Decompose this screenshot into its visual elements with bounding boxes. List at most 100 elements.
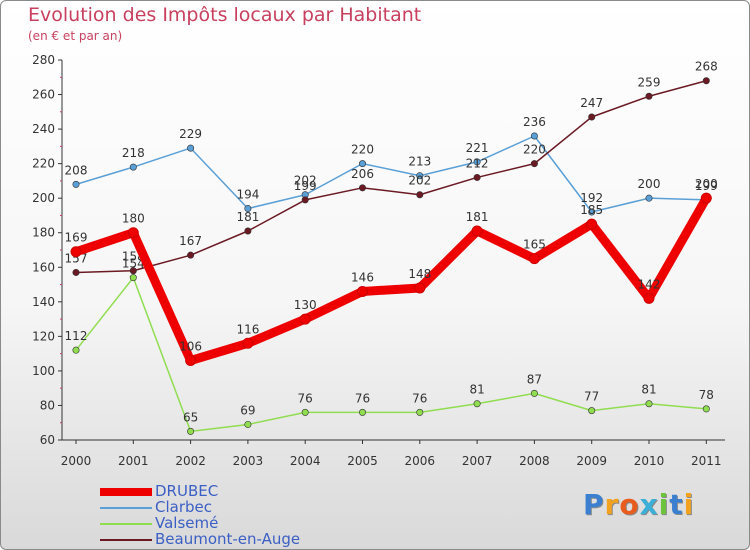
data-label-drubec: 142 (638, 277, 661, 291)
y-tick-label: 140 (32, 295, 55, 309)
data-label-clarbec: 213 (408, 155, 431, 169)
series-line-clarbec (75, 135, 708, 213)
legend-swatch-beaumont (100, 539, 152, 541)
data-label-drubec: 181 (466, 210, 489, 224)
y-tick-label: 220 (32, 157, 55, 171)
data-label-beaumont-en-auge: 206 (351, 167, 374, 181)
legend-label-drubec: DRUBEC (155, 482, 219, 500)
logo-letter: r (604, 488, 620, 521)
data-label-clarbec: 199 (695, 179, 718, 193)
data-label-beaumont-en-auge: 220 (523, 143, 546, 157)
chart-title: Evolution des Impôts locaux par Habitant (28, 4, 422, 26)
data-point-beaumont-en-auge (416, 191, 424, 199)
legend-label-beaumont: Beaumont-en-Auge (155, 530, 301, 548)
data-label-valsem-: 112 (65, 329, 88, 343)
data-point-valsem- (301, 408, 309, 416)
data-point-beaumont-en-auge (358, 184, 366, 192)
data-point-beaumont-en-auge (187, 251, 195, 259)
data-point-beaumont-en-auge (129, 267, 137, 275)
data-point-drubec (528, 253, 540, 265)
data-point-valsem- (645, 400, 653, 408)
series-line-valsem- (75, 276, 708, 433)
data-point-clarbec (588, 208, 596, 216)
data-point-valsem- (530, 389, 538, 397)
data-label-clarbec: 208 (65, 163, 88, 177)
series-line-drubec (71, 193, 711, 366)
data-label-beaumont-en-auge: 167 (179, 234, 202, 248)
data-point-beaumont-en-auge (588, 113, 596, 121)
data-label-drubec: 165 (523, 238, 546, 252)
data-label-valsem-: 154 (122, 257, 145, 271)
series-line-beaumont-en-auge (75, 79, 708, 274)
legend-swatch-valseme (100, 523, 152, 525)
data-label-clarbec: 221 (466, 141, 489, 155)
data-point-drubec (414, 282, 426, 294)
data-label-clarbec: 194 (236, 188, 259, 202)
legend-swatch-clarbec (100, 507, 152, 509)
data-label-beaumont-en-auge: 199 (294, 179, 317, 193)
data-point-beaumont-en-auge (301, 196, 309, 204)
data-point-drubec (242, 337, 254, 349)
x-tick-label: 2011 (691, 454, 722, 468)
data-label-beaumont-en-auge: 202 (408, 174, 431, 188)
x-tick-label: 2004 (290, 454, 321, 468)
y-tick-label: 240 (32, 122, 55, 136)
data-label-clarbec: 202 (294, 174, 317, 188)
logo-letter: i (683, 488, 695, 521)
data-point-beaumont-en-auge (530, 160, 538, 168)
data-point-beaumont-en-auge (645, 92, 653, 100)
data-label-drubec: 185 (580, 203, 603, 217)
data-label-clarbec: 200 (638, 177, 661, 191)
data-point-clarbec (473, 158, 481, 166)
y-tick-label: 80 (40, 398, 55, 412)
y-tick-label: 60 (40, 433, 55, 447)
data-point-clarbec (358, 160, 366, 168)
data-label-clarbec: 192 (580, 191, 603, 205)
data-label-valsem-: 77 (584, 390, 599, 404)
data-label-beaumont-en-auge: 157 (65, 251, 88, 265)
data-point-valsem- (416, 408, 424, 416)
data-label-valsem-: 69 (240, 403, 255, 417)
data-label-valsem-: 65 (183, 410, 198, 424)
data-point-valsem- (187, 427, 195, 435)
logo-letter: i (658, 488, 670, 521)
data-label-clarbec: 218 (122, 146, 145, 160)
x-tick-label: 2007 (462, 454, 493, 468)
data-point-drubec (471, 225, 483, 237)
y-tick-label: 180 (32, 226, 55, 240)
y-tick-label: 160 (32, 260, 55, 274)
data-point-valsem- (358, 408, 366, 416)
data-point-beaumont-en-auge (473, 173, 481, 181)
data-label-drubec: 130 (294, 298, 317, 312)
data-label-beaumont-en-auge: 247 (580, 96, 603, 110)
data-point-drubec (643, 292, 655, 304)
data-point-valsem- (72, 346, 80, 354)
y-tick-label: 100 (32, 364, 55, 378)
data-label-valsem-: 87 (527, 372, 542, 386)
data-point-valsem- (473, 400, 481, 408)
data-point-valsem- (244, 420, 252, 428)
data-point-beaumont-en-auge (702, 77, 710, 85)
data-label-drubec: 146 (351, 270, 374, 284)
logo-letter: o (619, 488, 640, 521)
data-point-clarbec (645, 194, 653, 202)
data-label-clarbec: 220 (351, 143, 374, 157)
data-label-beaumont-en-auge: 212 (466, 156, 489, 170)
data-point-clarbec (416, 172, 424, 180)
x-tick-label: 2002 (175, 454, 206, 468)
data-point-valsem- (702, 405, 710, 413)
data-label-clarbec: 229 (179, 127, 202, 141)
data-label-drubec: 106 (179, 340, 202, 354)
x-tick-label: 2001 (118, 454, 149, 468)
data-label-valsem-: 78 (699, 388, 714, 402)
logo-letter: t (669, 488, 684, 521)
x-tick-label: 2003 (233, 454, 264, 468)
x-tick-label: 2000 (61, 454, 92, 468)
data-label-valsem-: 76 (412, 391, 427, 405)
data-point-beaumont-en-auge (72, 268, 80, 276)
logo-letter: P (583, 488, 605, 521)
data-label-valsem-: 81 (469, 383, 484, 397)
data-label-clarbec: 236 (523, 115, 546, 129)
